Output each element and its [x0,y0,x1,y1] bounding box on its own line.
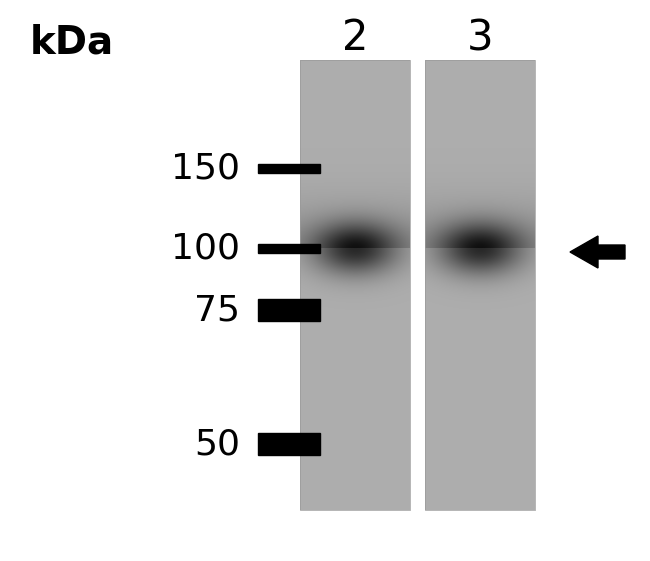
Bar [258,243,320,252]
Text: 100: 100 [171,231,240,265]
Text: 75: 75 [194,293,240,327]
Text: 150: 150 [171,151,240,185]
Bar [300,60,410,510]
Text: 2: 2 [342,17,368,59]
FancyArrow shape [570,236,625,268]
Bar [425,60,535,510]
Text: 50: 50 [194,427,240,461]
Bar [258,163,320,172]
Bar [258,433,320,455]
Bar [258,299,320,321]
Text: 3: 3 [467,17,493,59]
Text: kDa: kDa [30,23,114,61]
